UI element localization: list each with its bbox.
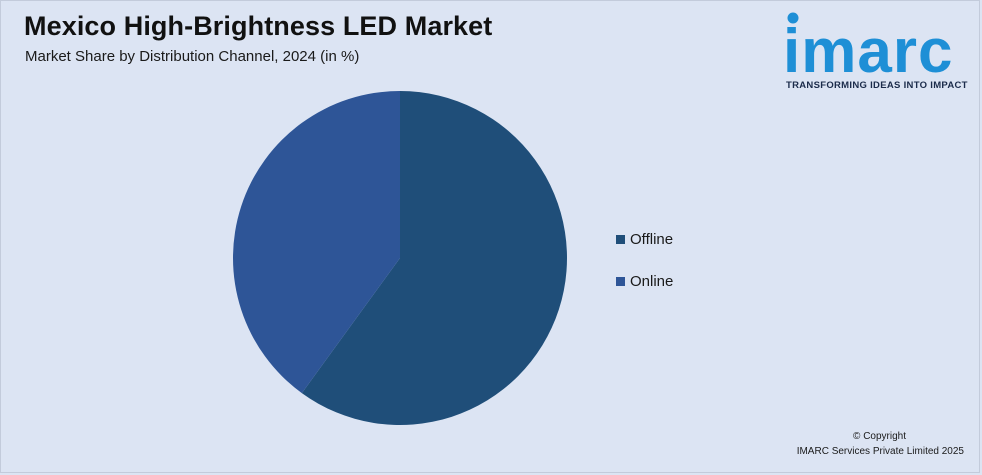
imarc-tagline: TRANSFORMING IDEAS INTO IMPACT: [786, 80, 968, 91]
imarc-wordmark-text: imarc: [783, 17, 953, 78]
legend-swatch-online: [616, 276, 625, 286]
chart-subtitle: Market Share by Distribution Channel, 20…: [25, 48, 360, 65]
pie-slices: [233, 91, 568, 426]
imarc-logo: imarc TRANSFORMING IDEAS INTO IMPACT: [783, 8, 973, 94]
pie-slice-offline: [301, 91, 568, 426]
legend-item-online: Online: [616, 272, 673, 290]
company-text: IMARC Services Private Limited 2025: [796, 446, 964, 457]
chart-title: Mexico High-Brightness LED Market: [24, 11, 493, 41]
chart-legend: Offline Online: [616, 230, 673, 314]
legend-item-offline: Offline: [616, 230, 673, 248]
imarc-wordmark: imarc: [783, 12, 953, 78]
legend-label-online: Online: [630, 272, 674, 290]
legend-swatch-offline: [616, 234, 625, 244]
copyright-text: © Copyright: [853, 431, 906, 442]
legend-label-offline: Offline: [630, 230, 674, 248]
pie-slice-online: [233, 91, 400, 394]
